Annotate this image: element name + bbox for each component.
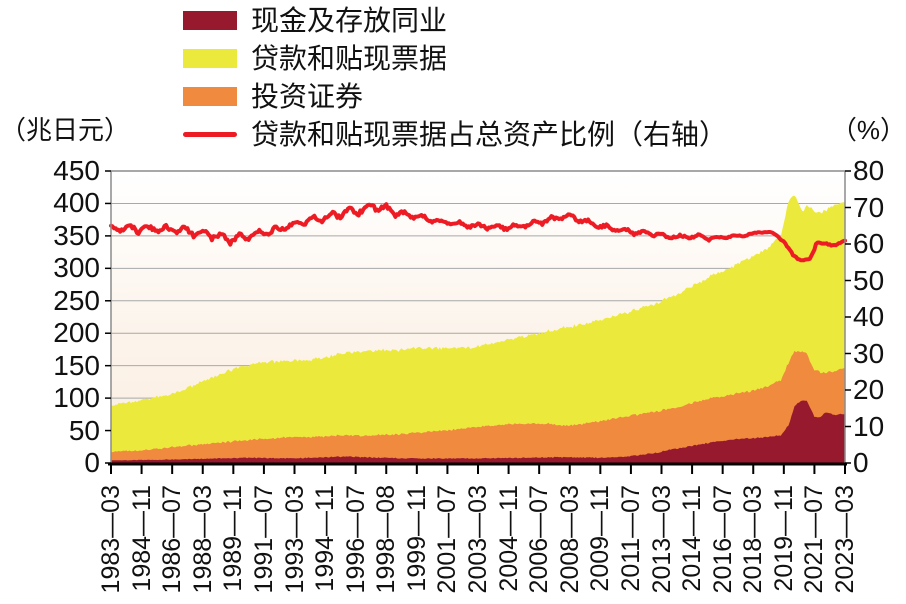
- x-axis-tick-label: 2023—03: [831, 485, 859, 594]
- left-axis-tick-label: 300: [53, 252, 100, 284]
- left-axis-tick-label: 100: [53, 382, 100, 414]
- x-axis-tick-label: 2019—11: [769, 485, 798, 592]
- left-axis-unit-label: （兆日元）: [0, 115, 131, 145]
- x-axis-tick-label: 1993—03: [280, 485, 309, 594]
- left-axis-tick-label: 400: [53, 187, 100, 219]
- right-axis-tick-label: 30: [853, 337, 885, 369]
- x-axis-tick-label: 2018—03: [739, 485, 768, 594]
- left-axis-tick-label: 450: [53, 155, 100, 186]
- x-axis-tick-label: 1998—08: [372, 485, 401, 594]
- legend-label-loans: 贷款和贴现票据: [251, 43, 448, 74]
- legend-swatch-ratio-line: [183, 132, 237, 137]
- x-axis-tick-label: 2013—03: [647, 485, 676, 594]
- legend-label-cash: 现金及存放同业: [251, 5, 448, 36]
- x-axis-tick-label: 2001—07: [433, 485, 462, 594]
- legend-swatch-cash: [183, 11, 237, 30]
- right-axis-tick-label: 20: [853, 374, 885, 405]
- x-axis-tick-label: 2003—03: [464, 485, 492, 594]
- x-axis-tick-label: 2014—11: [678, 485, 707, 592]
- legend-item-ratio-line: 贷款和贴现票据占总资产比例（右轴）: [183, 120, 727, 149]
- x-axis-tick-label: 1988—03: [188, 485, 217, 594]
- left-axis-tick-label: 150: [53, 349, 100, 381]
- chart-legend: 现金及存放同业 贷款和贴现票据 投资证券 贷款和贴现票据占总资产比例（右轴）: [183, 6, 727, 158]
- x-axis-tick-label: 2016—07: [708, 485, 737, 594]
- x-axis-tick-label: 1989—11: [219, 485, 248, 592]
- legend-item-loans: 贷款和贴现票据: [183, 44, 727, 73]
- legend-label-ratio-line: 贷款和贴现票据占总资产比例（右轴）: [251, 119, 728, 150]
- legend-swatch-loans: [183, 49, 237, 68]
- left-axis-tick-label: 200: [53, 317, 100, 349]
- x-axis-tick-label: 1999—11: [402, 485, 431, 592]
- x-axis-tick-label: 2021—07: [800, 485, 829, 594]
- right-axis-unit-label: （%）: [830, 115, 906, 145]
- area-cash: [111, 400, 845, 463]
- left-axis-tick-label: 50: [68, 414, 100, 446]
- x-axis-tick-label: 2004—11: [494, 485, 523, 592]
- x-axis-tick-label: 1984—11: [127, 485, 156, 592]
- x-axis-tick-label: 2009—11: [586, 485, 615, 592]
- area-securities: [111, 350, 845, 463]
- right-axis-tick-label: 10: [853, 410, 885, 442]
- left-axis-tick-label: 250: [53, 284, 100, 316]
- right-axis-tick-label: 40: [853, 301, 885, 332]
- legend-item-securities: 投资证券: [183, 82, 727, 111]
- right-axis-tick-label: 50: [853, 264, 885, 296]
- area-loans: [111, 195, 845, 464]
- x-axis-tick-label: 1994—11: [311, 485, 340, 592]
- x-axis-tick-label: 2006—07: [525, 485, 554, 594]
- right-axis-tick-label: 70: [853, 191, 885, 223]
- x-axis-tick-label: 2008—03: [555, 485, 584, 594]
- x-axis-tick-label: 1996—07: [341, 485, 370, 594]
- legend-swatch-securities: [183, 87, 237, 106]
- left-axis-tick-label: 0: [84, 447, 100, 478]
- right-axis-tick-label: 80: [853, 155, 885, 186]
- x-axis-tick-label: 1986—07: [158, 485, 187, 594]
- ratio-line: [109, 202, 847, 263]
- legend-label-securities: 投资证券: [251, 81, 364, 112]
- right-axis-tick-label: 0: [853, 447, 869, 478]
- left-axis-tick-label: 350: [53, 219, 100, 251]
- x-axis-tick-label: 1991—07: [249, 485, 278, 594]
- right-axis-tick-label: 60: [853, 228, 885, 259]
- x-axis-tick-label: 1983—03: [97, 485, 125, 594]
- legend-item-cash: 现金及存放同业: [183, 6, 727, 35]
- x-axis-tick-label: 2011—07: [616, 485, 645, 592]
